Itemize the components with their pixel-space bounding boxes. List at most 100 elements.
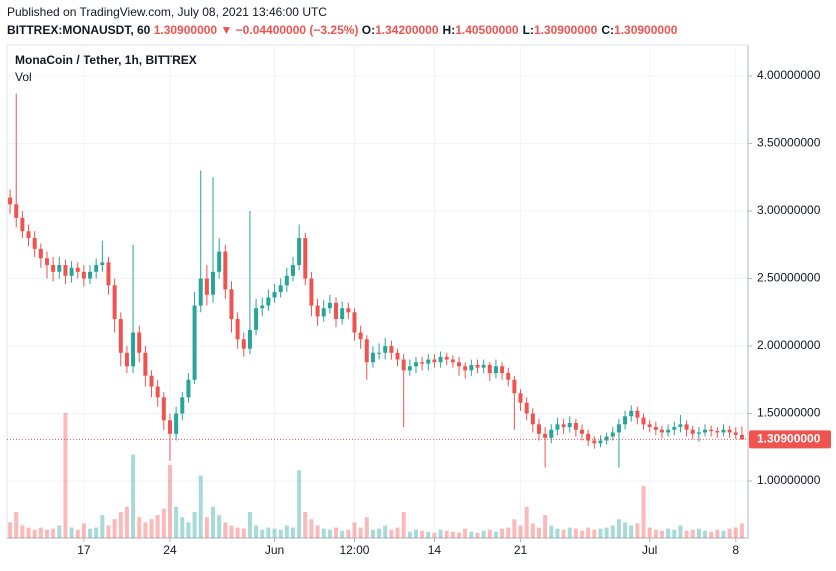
candle-body	[254, 308, 259, 330]
ohlc-label: C:	[601, 23, 615, 37]
candle-body	[610, 432, 615, 437]
candle-body	[94, 265, 99, 272]
y-tick-label: 4.00000000	[757, 68, 821, 82]
x-tick-label: 8	[732, 543, 739, 557]
volume-bar	[297, 470, 302, 538]
candle-body	[174, 413, 179, 434]
candle-body	[364, 339, 369, 363]
volume-bar	[616, 519, 621, 538]
volume-bar	[444, 530, 449, 538]
candle-body	[457, 362, 462, 367]
candle-body	[629, 410, 634, 417]
volume-bar	[598, 528, 603, 538]
candle-body	[315, 305, 320, 317]
candle-body	[211, 271, 216, 295]
candle-body	[100, 262, 105, 266]
volume-bar	[573, 528, 578, 538]
candle-body	[549, 429, 554, 438]
volume-bar	[358, 527, 363, 538]
candle-body	[709, 429, 714, 432]
volume-bar	[623, 522, 628, 538]
volume-bar	[174, 506, 179, 538]
y-tick-label: 1.00000000	[757, 473, 821, 487]
volume-bar	[32, 529, 37, 538]
candle-body	[739, 434, 744, 440]
volume-bar	[247, 511, 252, 538]
candle-body	[432, 359, 437, 363]
candle-body	[598, 440, 603, 444]
change: −0.04400000 (−3.25%)	[235, 23, 359, 37]
volume-bar	[204, 517, 209, 538]
volume-bar	[383, 525, 388, 538]
candle-body	[493, 366, 498, 374]
volume-bar	[51, 528, 56, 538]
volume-bar	[389, 529, 394, 538]
candle-body	[623, 416, 628, 425]
ohlc-value: 1.40500000	[455, 23, 519, 37]
candle-body	[635, 410, 640, 418]
volume-bar	[26, 527, 31, 538]
volume-bar	[653, 529, 658, 538]
volume-bar	[38, 527, 43, 538]
candle-body	[395, 352, 400, 360]
volume-bar	[321, 528, 326, 538]
candle-body	[20, 217, 25, 232]
volume-bar	[561, 529, 566, 538]
volume-bar	[463, 528, 468, 538]
volume-bar	[666, 528, 671, 538]
candle-body	[180, 397, 185, 414]
volume-bar	[610, 525, 615, 538]
volume-bar	[401, 511, 406, 538]
published-line: Published on TradingView.com, July 08, 2…	[7, 5, 327, 19]
volume-bar	[217, 515, 222, 538]
volume-bar	[506, 527, 511, 538]
candle-body	[63, 265, 68, 276]
candle-body	[696, 432, 701, 434]
candle-body	[278, 285, 283, 293]
candle-body	[592, 440, 597, 444]
ohlc-label: O:	[361, 23, 376, 37]
y-tick-label: 1.50000000	[757, 406, 821, 420]
volume-bar	[137, 517, 142, 538]
candle-body	[223, 251, 228, 290]
candle-body	[641, 417, 646, 425]
volume-bar	[678, 525, 683, 538]
volume-bar	[334, 527, 339, 538]
candle-body	[727, 429, 732, 433]
volume-bar	[739, 523, 744, 538]
candle-body	[229, 289, 234, 320]
volume-bar	[395, 527, 400, 538]
volume-bar	[567, 527, 572, 538]
volume-bar	[690, 529, 695, 538]
volume-bar	[346, 529, 351, 538]
candle-body	[309, 278, 314, 306]
candle-body	[235, 319, 240, 340]
candle-body	[334, 302, 339, 320]
volume-bar	[131, 454, 136, 538]
volume-bar	[241, 528, 246, 538]
candle-body	[192, 305, 197, 380]
volume-bar	[352, 522, 357, 538]
volume-bar	[684, 530, 689, 538]
candle-body	[143, 352, 148, 376]
candle-body	[647, 424, 652, 428]
volume-bar	[413, 529, 418, 538]
candle-body	[321, 308, 326, 317]
volume-bar	[659, 530, 664, 538]
candle-body	[241, 339, 246, 349]
candle-body	[500, 366, 505, 374]
volume-bar	[518, 525, 523, 538]
candle-body	[51, 265, 56, 272]
volume-bar	[530, 523, 535, 538]
candle-body	[715, 431, 720, 433]
volume-bar	[493, 531, 498, 538]
volume-bar	[629, 525, 634, 538]
volume-bar	[426, 531, 431, 538]
candle-body	[543, 433, 548, 438]
volume-bar	[272, 528, 277, 538]
candle-body	[684, 424, 689, 430]
candle-body	[44, 258, 49, 266]
ohlc: O:1.34200000 H:1.40500000 L:1.30900000 C:1.…	[362, 23, 682, 37]
x-tick-label: 17	[77, 543, 91, 557]
x-tick-label: 12:00	[339, 543, 369, 557]
